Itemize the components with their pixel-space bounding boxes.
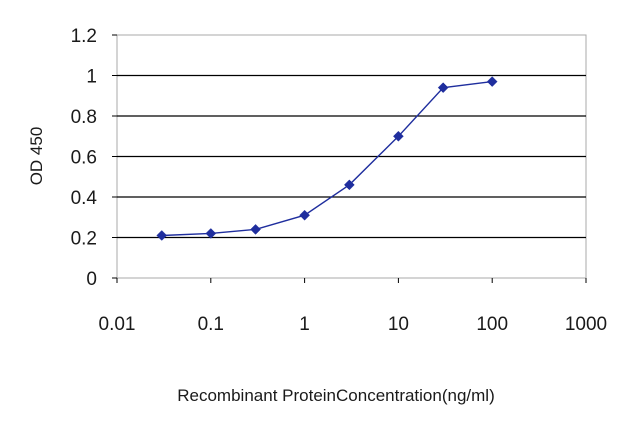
- x-tick-label: 0.01: [99, 314, 136, 335]
- x-tick-label: 1000: [565, 314, 607, 335]
- x-tick-label: 0.1: [198, 314, 224, 335]
- y-tick-label: 1: [86, 67, 97, 88]
- series-line: [161, 80, 493, 237]
- y-tick-label: 0.2: [71, 229, 97, 250]
- data-point: [344, 179, 355, 191]
- data-point: [437, 82, 449, 94]
- data-point: [486, 76, 498, 87]
- y-axis-title: OD 450: [27, 127, 46, 186]
- x-axis-title: Recombinant ProteinConcentration(ng/ml): [177, 386, 495, 405]
- gridlines: [117, 74, 586, 239]
- data-point: [156, 230, 168, 241]
- x-tick-label: 10: [388, 314, 409, 335]
- y-tick-label: 0: [86, 269, 97, 290]
- y-tick-label: 1.2: [71, 26, 97, 47]
- axes: 0 0.2 0.4 0.6 0.8 1 1.2 0.01 0.1 1 10 100 1000: [71, 26, 608, 335]
- data-point: [250, 224, 261, 235]
- x-tick-label: 100: [476, 314, 508, 335]
- data-series: [156, 76, 498, 241]
- data-point: [393, 130, 404, 142]
- y-tick-label: 0.6: [71, 148, 97, 169]
- x-tick-label: 1: [299, 314, 310, 335]
- data-point: [299, 209, 310, 221]
- data-point: [205, 228, 217, 239]
- y-tick-label: 0.4: [71, 188, 98, 209]
- y-tick-label: 0.8: [71, 107, 97, 128]
